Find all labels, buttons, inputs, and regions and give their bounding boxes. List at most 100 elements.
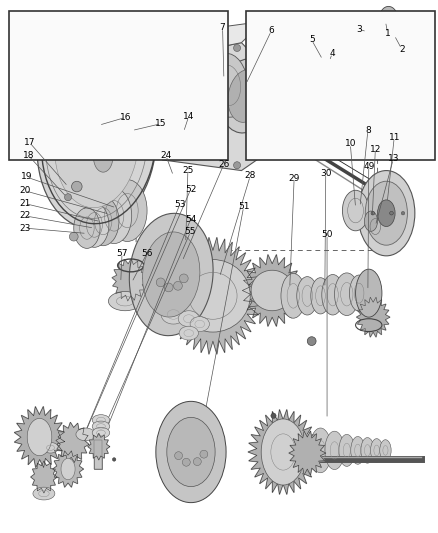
Ellipse shape [74, 208, 100, 248]
Ellipse shape [92, 427, 110, 438]
Ellipse shape [378, 6, 397, 34]
Circle shape [179, 274, 188, 283]
Ellipse shape [364, 181, 406, 245]
Ellipse shape [96, 188, 131, 244]
Ellipse shape [179, 326, 198, 340]
Circle shape [28, 77, 38, 88]
Ellipse shape [92, 415, 110, 425]
Circle shape [182, 458, 190, 466]
Text: 3: 3 [355, 25, 361, 34]
Ellipse shape [37, 59, 156, 229]
Ellipse shape [190, 317, 209, 332]
Text: 16: 16 [120, 113, 131, 122]
Ellipse shape [328, 41, 347, 71]
Ellipse shape [33, 487, 55, 500]
Text: 2: 2 [398, 45, 403, 53]
Text: 18: 18 [23, 151, 34, 160]
Text: 8: 8 [364, 126, 370, 135]
Ellipse shape [370, 439, 382, 462]
Text: 17: 17 [24, 139, 35, 147]
Polygon shape [288, 431, 325, 475]
Polygon shape [247, 409, 318, 495]
Text: 6: 6 [268, 27, 274, 35]
Ellipse shape [93, 142, 113, 172]
Polygon shape [164, 237, 261, 354]
Bar [94, 440, 102, 469]
Circle shape [164, 283, 173, 292]
Circle shape [174, 451, 182, 459]
Ellipse shape [80, 203, 109, 247]
Text: 51: 51 [237, 203, 249, 211]
Text: 23: 23 [19, 224, 31, 232]
Circle shape [233, 161, 240, 169]
Polygon shape [140, 43, 272, 171]
Ellipse shape [377, 200, 394, 227]
Text: 19: 19 [21, 173, 32, 181]
Text: 5: 5 [308, 36, 314, 44]
Ellipse shape [208, 53, 247, 117]
Circle shape [307, 337, 315, 345]
Polygon shape [14, 407, 64, 467]
Ellipse shape [338, 434, 354, 466]
Ellipse shape [342, 190, 368, 231]
Text: 14: 14 [183, 112, 194, 120]
Circle shape [389, 212, 392, 215]
Text: 1: 1 [384, 29, 390, 37]
Text: 53: 53 [174, 200, 185, 208]
Ellipse shape [309, 428, 331, 473]
Text: 11: 11 [388, 133, 399, 142]
Text: 57: 57 [116, 249, 127, 257]
Ellipse shape [108, 292, 141, 311]
Text: 4: 4 [329, 49, 334, 58]
Ellipse shape [155, 401, 226, 503]
Circle shape [370, 212, 374, 215]
Text: 22: 22 [19, 212, 31, 220]
Ellipse shape [385, 20, 403, 46]
Circle shape [233, 44, 240, 52]
Circle shape [259, 140, 266, 148]
Circle shape [10, 60, 56, 106]
Ellipse shape [357, 171, 414, 256]
Ellipse shape [219, 59, 272, 133]
Ellipse shape [355, 269, 381, 317]
Ellipse shape [178, 311, 199, 327]
Ellipse shape [42, 442, 58, 453]
Text: 55: 55 [184, 228, 196, 236]
Polygon shape [175, 117, 193, 149]
Circle shape [141, 124, 148, 132]
Text: 28: 28 [244, 172, 255, 180]
Text: 29: 29 [288, 174, 299, 183]
Text: 15: 15 [155, 119, 166, 128]
Circle shape [31, 81, 35, 84]
Text: 49: 49 [362, 162, 374, 171]
Text: 52: 52 [184, 185, 196, 194]
Circle shape [156, 278, 165, 287]
Circle shape [172, 50, 179, 57]
Polygon shape [56, 422, 89, 463]
Ellipse shape [76, 428, 95, 441]
Ellipse shape [55, 80, 138, 208]
Text: 25: 25 [182, 166, 193, 175]
Text: 24: 24 [160, 151, 171, 160]
Polygon shape [356, 297, 389, 337]
Circle shape [400, 212, 404, 215]
Polygon shape [53, 451, 83, 487]
Polygon shape [88, 433, 110, 460]
Polygon shape [162, 21, 263, 59]
Text: 21: 21 [19, 199, 31, 208]
Ellipse shape [334, 273, 358, 316]
Ellipse shape [195, 76, 217, 110]
Circle shape [389, 212, 392, 215]
Circle shape [173, 281, 182, 290]
Ellipse shape [379, 440, 390, 461]
Text: 50: 50 [321, 230, 332, 239]
Circle shape [193, 458, 201, 465]
Ellipse shape [349, 275, 368, 311]
Polygon shape [140, 32, 184, 139]
Ellipse shape [261, 419, 304, 485]
Ellipse shape [61, 458, 75, 480]
Ellipse shape [360, 438, 373, 463]
Bar [245, 11, 434, 160]
Text: 10: 10 [344, 140, 355, 148]
Text: 54: 54 [184, 215, 196, 224]
